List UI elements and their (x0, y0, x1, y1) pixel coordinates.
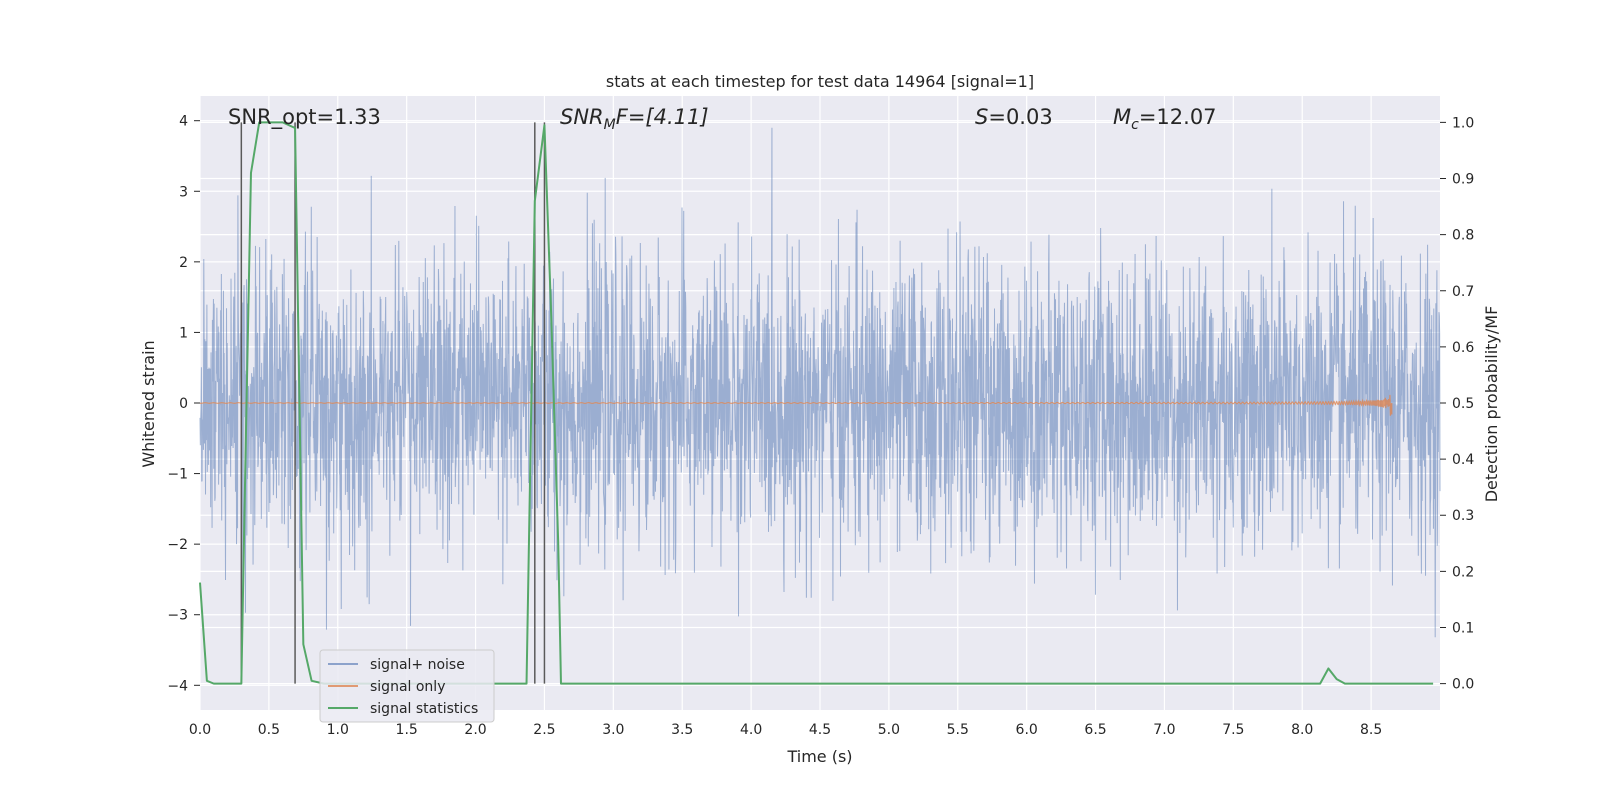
x-tick-label: 4.5 (809, 722, 831, 738)
series-signal-noise (199, 127, 1441, 638)
y2-tick-label: 0.0 (1452, 677, 1474, 693)
y2-tick-label: 0.1 (1452, 620, 1474, 636)
legend-label-signal-statistics: signal statistics (370, 701, 478, 717)
x-tick-label: 1.5 (396, 722, 418, 738)
y2-tick-label: 0.3 (1452, 508, 1474, 524)
y-tick-label: 1 (179, 325, 188, 341)
chart-title: stats at each timestep for test data 149… (606, 72, 1034, 91)
y-tick-label: −1 (167, 467, 188, 483)
x-tick-label: 2.5 (533, 722, 555, 738)
legend-label-signal-only: signal only (370, 679, 445, 695)
x-tick-label: 3.5 (671, 722, 693, 738)
x-tick-label: 8.5 (1360, 722, 1382, 738)
series-signal-only (199, 394, 1393, 416)
mc-value: =12.07 (1139, 105, 1217, 129)
y-tick-label: 2 (179, 255, 188, 271)
legend-box (319, 649, 495, 723)
y-axis-label: Whitened strain (139, 340, 158, 467)
x-axis-ticks: 0.0 0.5 1.0 1.5 2.0 2.5 3.0 3.5 4.0 4.5 5.0 5.5 6.0 6… (189, 722, 1382, 738)
snr-mf-base: SNR (560, 105, 604, 129)
y2-tick-label: 0.4 (1452, 452, 1474, 468)
annotation-s: S=0.03 (975, 105, 1053, 129)
snr-mf-sub: M (604, 117, 616, 133)
mc-sub: c (1131, 117, 1139, 133)
y2-axis-ticks: 1.0 0.9 0.8 0.7 0.6 0.5 0.4 0.3 0.2 0.1 0.0 (1440, 115, 1474, 693)
legend-label-signal-noise: signal+ noise (370, 657, 465, 673)
s-value: =0.03 (988, 105, 1052, 129)
y2-tick-label: 0.6 (1452, 340, 1474, 356)
y2-tick-label: 1.0 (1452, 115, 1474, 131)
y-tick-label: −2 (167, 537, 188, 553)
legend: signal+ noise signal only signal statist… (319, 649, 495, 723)
annotation-snr-opt: SNR_opt=1.33 (228, 105, 381, 130)
x-tick-label: 7.0 (1153, 722, 1175, 738)
y2-tick-label: 0.7 (1452, 284, 1474, 300)
s-label: S (975, 105, 988, 129)
x-tick-label: 5.5 (947, 722, 969, 738)
y-axis-ticks: 4 3 2 1 0 −1 −2 −3 −4 (167, 114, 200, 694)
x-tick-label: 0.5 (258, 722, 280, 738)
x-tick-label: 0.0 (189, 722, 211, 738)
y2-tick-label: 0.5 (1452, 396, 1474, 412)
x-tick-label: 8.0 (1291, 722, 1313, 738)
y-tick-label: 3 (179, 184, 188, 200)
mc-base: M (1113, 105, 1131, 129)
y-tick-label: 4 (179, 114, 188, 130)
x-tick-label: 5.0 (878, 722, 900, 738)
x-tick-label: 1.0 (327, 722, 349, 738)
signal-noise-line (199, 127, 1441, 638)
x-tick-label: 6.0 (1016, 722, 1038, 738)
y2-tick-label: 0.8 (1452, 228, 1474, 244)
y2-tick-label: 0.2 (1452, 564, 1474, 580)
x-tick-label: 2.0 (464, 722, 486, 738)
x-axis-label: Time (s) (786, 747, 852, 766)
signal-statistics-line (199, 121, 1434, 685)
snr-mf-rest: F=[4.11] (616, 105, 709, 129)
x-tick-label: 4.0 (740, 722, 762, 738)
series-signal-statistics (199, 121, 1434, 685)
annotation-mc: Mc=12.07 (1113, 105, 1217, 133)
x-tick-label: 7.5 (1222, 722, 1244, 738)
x-tick-label: 3.0 (602, 722, 624, 738)
annotation-snr-mf: SNRMF=[4.11] (560, 105, 709, 133)
y-tick-label: 0 (179, 396, 188, 412)
y2-axis-label: Detection probability/MF (1482, 306, 1501, 503)
signal-only-line (199, 394, 1393, 416)
y2-tick-label: 0.9 (1452, 172, 1474, 188)
x-tick-label: 6.5 (1084, 722, 1106, 738)
y-tick-label: −3 (167, 608, 188, 624)
y-tick-label: −4 (167, 678, 188, 694)
